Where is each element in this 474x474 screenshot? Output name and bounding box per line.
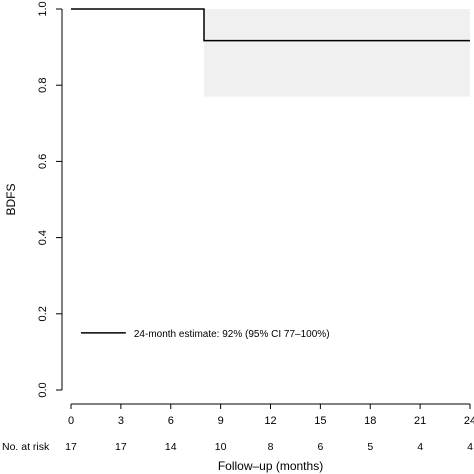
y-tick-label-3: 0.6 [37, 154, 49, 169]
risk-count-3: 10 [215, 441, 227, 453]
x-tick-label-5: 15 [314, 415, 326, 427]
legend-label: 24-month estimate: 92% (95% CI 77–100%) [134, 329, 330, 340]
axis-titles: Follow–up (months) BDFS [4, 183, 323, 473]
axes-layer: 0.0 0.2 0.4 0.6 0.8 1.0 0 3 6 9 12 15 18 21 24 [37, 1, 474, 427]
survival-curve-line [71, 8, 470, 42]
risk-count-7: 4 [417, 441, 423, 453]
y-tick-label-1: 0.2 [37, 306, 49, 321]
risk-count-1: 17 [115, 441, 127, 453]
y-tick-label-4: 0.8 [37, 78, 49, 93]
x-axis-title: Follow–up (months) [218, 459, 323, 473]
x-tick-label-0: 0 [68, 415, 74, 427]
x-tick-label-4: 12 [264, 415, 276, 427]
x-tick-label-2: 6 [168, 415, 174, 427]
legend: 24-month estimate: 92% (95% CI 77–100%) [80, 329, 330, 340]
y-axis-title: BDFS [4, 183, 18, 215]
risk-count-4: 8 [268, 441, 274, 453]
risk-count-8: 4 [467, 441, 473, 453]
ci-band-layer [204, 9, 470, 97]
survival-curve-layer [71, 8, 470, 42]
ci-band-0 [204, 9, 470, 97]
risk-count-5: 6 [317, 441, 323, 453]
y-tick-label-5: 1.0 [37, 1, 49, 16]
risk-table: No. at risk 17 17 14 10 8 6 5 4 4 [2, 441, 473, 453]
risk-count-2: 14 [165, 441, 177, 453]
x-tick-label-6: 18 [364, 415, 376, 427]
x-tick-label-7: 21 [414, 415, 426, 427]
risk-count-0: 17 [65, 441, 77, 453]
risk-count-6: 5 [367, 441, 373, 453]
y-tick-label-2: 0.4 [37, 230, 49, 245]
risk-table-label: No. at risk [2, 441, 50, 453]
x-tick-label-1: 3 [118, 415, 124, 427]
x-tick-label-3: 9 [218, 415, 224, 427]
y-tick-label-0: 0.0 [37, 382, 49, 397]
x-tick-label-8: 24 [464, 415, 474, 427]
